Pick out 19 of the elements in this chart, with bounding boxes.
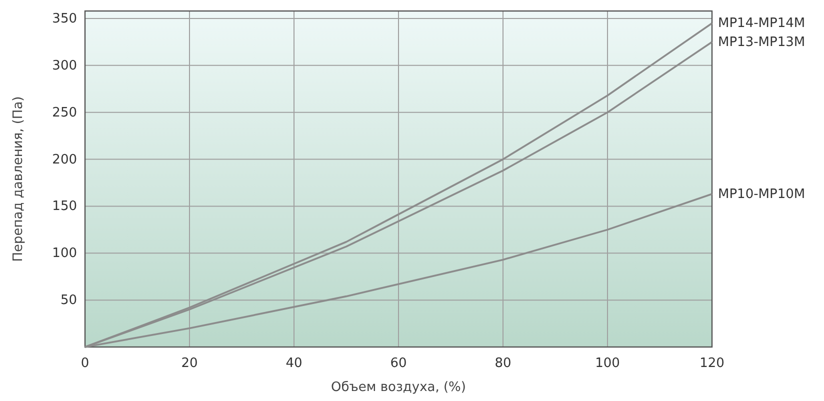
series-label: MP10-MP10M <box>718 187 806 202</box>
y-tick-label: 200 <box>52 152 77 168</box>
series-label: MP14-MP14M <box>718 16 806 32</box>
x-tick-label: 0 <box>80 356 90 371</box>
series-label: MP13-MP13M <box>718 34 806 50</box>
x-tick-label: 100 <box>595 356 620 371</box>
y-tick-label: 250 <box>52 105 77 120</box>
y-tick-label: 150 <box>52 199 77 214</box>
x-tick-label: 20 <box>181 356 198 371</box>
y-tick-label: 300 <box>52 58 77 74</box>
y-axis-title: Перепад давления, (Па) <box>11 96 26 262</box>
x-tick-label: 60 <box>390 356 407 371</box>
x-tick-label: 40 <box>286 356 302 371</box>
y-tick-label: 100 <box>52 246 77 262</box>
y-tick-label: 350 <box>52 12 77 27</box>
y-tick-label: 50 <box>60 293 77 308</box>
x-tick-label: 120 <box>700 356 724 371</box>
x-axis-title: Объем воздуха, (%) <box>330 380 466 395</box>
x-tick-label: 80 <box>494 356 512 371</box>
